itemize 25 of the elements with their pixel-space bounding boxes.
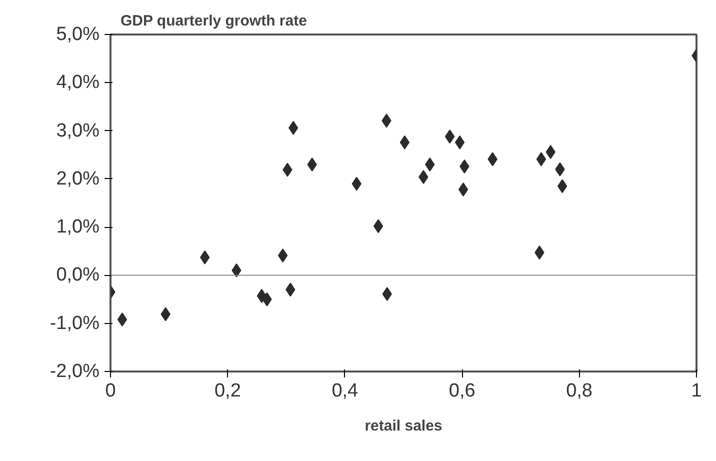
x-tick-label: 1 xyxy=(691,380,702,402)
y-tick-label: 0,0% xyxy=(56,264,100,286)
point xyxy=(454,135,465,150)
point xyxy=(117,312,128,327)
chart-title: GDP quarterly growth rate xyxy=(120,12,307,30)
x-tick-label: 0,6 xyxy=(448,380,476,402)
x-tick-label: 0,2 xyxy=(214,380,241,402)
x-tick-label: 0 xyxy=(105,380,116,402)
y-tick-label: 1,0% xyxy=(56,216,100,238)
point xyxy=(444,130,455,144)
x-tick-label: 0,4 xyxy=(332,380,359,402)
point xyxy=(458,182,468,197)
y-tick-label: 4,0% xyxy=(56,72,100,94)
point xyxy=(400,135,410,150)
y-tick-label: 2,0% xyxy=(56,168,100,190)
point xyxy=(536,152,546,166)
y-tick-label: 5,0% xyxy=(56,24,100,45)
point xyxy=(557,179,568,194)
y-tick-label: -2,0% xyxy=(50,361,100,382)
point xyxy=(373,219,384,234)
point xyxy=(278,248,288,262)
y-tick-label: -1,0% xyxy=(50,312,100,334)
y-tick-label: 3,0% xyxy=(56,120,100,142)
x-axis-title: retail sales xyxy=(364,418,442,434)
x-tick-label: 0,8 xyxy=(566,380,593,402)
